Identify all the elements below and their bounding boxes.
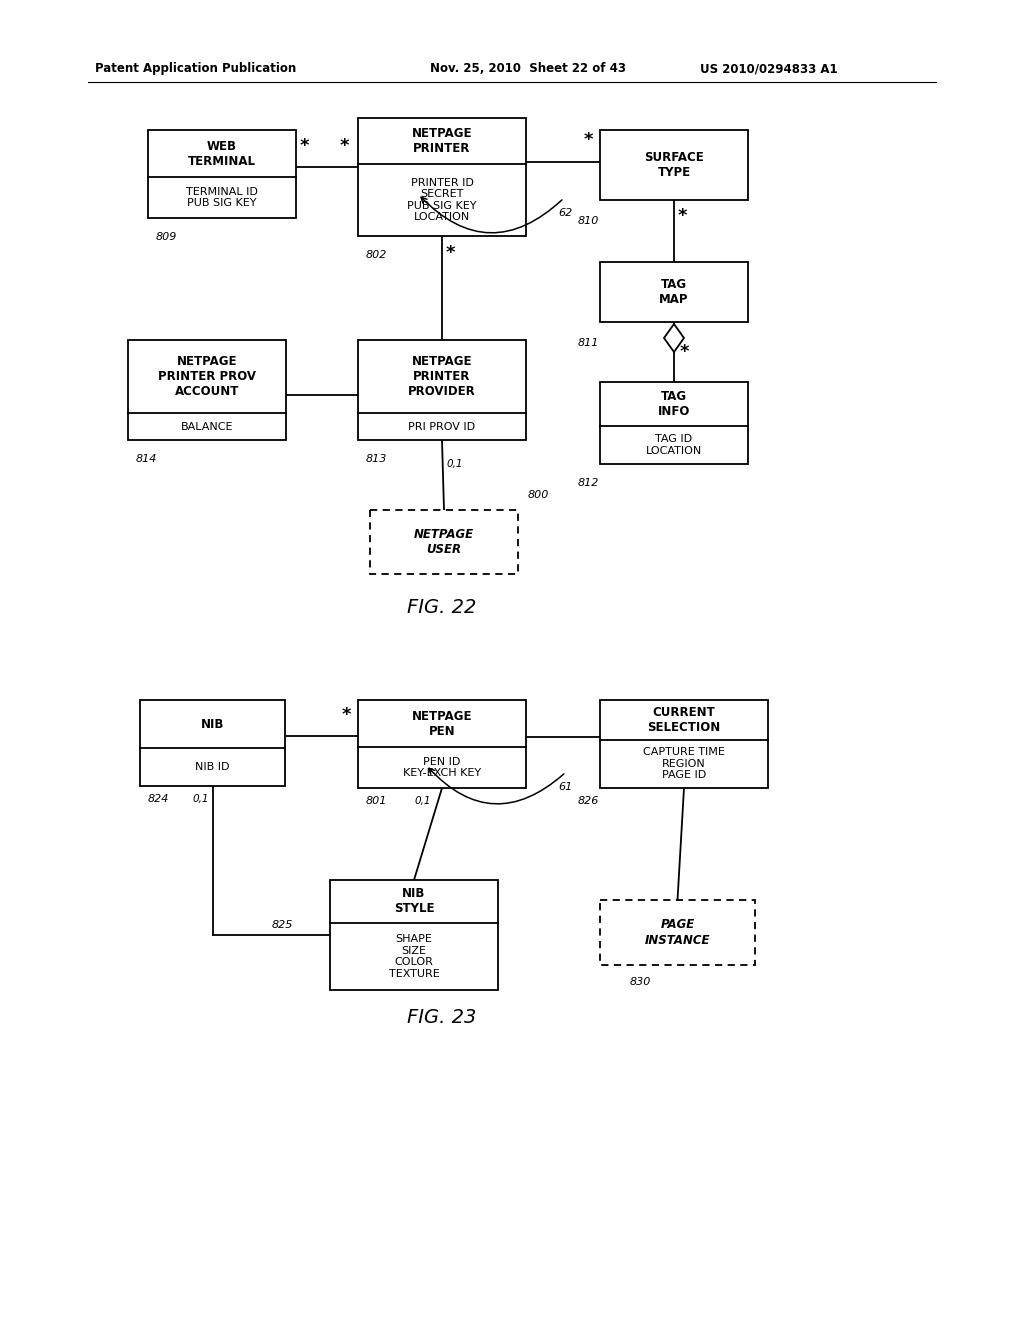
Text: *: * xyxy=(340,137,349,154)
Text: NIB: NIB xyxy=(201,718,224,731)
Bar xyxy=(600,700,768,788)
Text: TAG
MAP: TAG MAP xyxy=(659,279,689,306)
Bar xyxy=(600,900,755,965)
Text: NETPAGE
PRINTER PROV
ACCOUNT: NETPAGE PRINTER PROV ACCOUNT xyxy=(158,355,256,399)
Bar xyxy=(140,700,285,785)
Text: WEB
TERMINAL: WEB TERMINAL xyxy=(188,140,256,168)
Text: 830: 830 xyxy=(630,977,651,987)
Bar xyxy=(600,381,748,465)
Text: TERMINAL ID
PUB SIG KEY: TERMINAL ID PUB SIG KEY xyxy=(186,187,258,209)
Text: 813: 813 xyxy=(366,454,387,465)
Text: *: * xyxy=(342,706,351,725)
Bar xyxy=(358,117,526,236)
Bar xyxy=(358,700,526,788)
Text: SURFACE
TYPE: SURFACE TYPE xyxy=(644,150,703,180)
Text: SHAPE
SIZE
COLOR
TEXTURE: SHAPE SIZE COLOR TEXTURE xyxy=(389,935,439,979)
Text: Nov. 25, 2010  Sheet 22 of 43: Nov. 25, 2010 Sheet 22 of 43 xyxy=(430,62,626,75)
Text: PAGE
INSTANCE: PAGE INSTANCE xyxy=(645,919,711,946)
Text: 800: 800 xyxy=(528,490,549,500)
Bar xyxy=(600,261,748,322)
Text: *: * xyxy=(584,132,594,149)
Bar xyxy=(370,510,518,574)
Text: TAG ID
LOCATION: TAG ID LOCATION xyxy=(646,434,702,455)
Text: 812: 812 xyxy=(578,478,599,488)
Polygon shape xyxy=(664,323,684,352)
Text: PRI PROV ID: PRI PROV ID xyxy=(409,421,475,432)
Bar xyxy=(358,341,526,440)
Text: 810: 810 xyxy=(578,216,599,226)
Text: 61: 61 xyxy=(558,781,572,792)
Text: 62: 62 xyxy=(558,209,572,218)
Text: NIB ID: NIB ID xyxy=(196,762,229,772)
Text: FIG. 23: FIG. 23 xyxy=(408,1008,477,1027)
Text: Patent Application Publication: Patent Application Publication xyxy=(95,62,296,75)
Bar xyxy=(128,341,286,440)
Text: NIB
STYLE: NIB STYLE xyxy=(394,887,434,915)
Text: CURRENT
SELECTION: CURRENT SELECTION xyxy=(647,706,721,734)
Text: PRINTER ID
SECRET
PUB SIG KEY
LOCATION: PRINTER ID SECRET PUB SIG KEY LOCATION xyxy=(408,178,477,222)
Text: 0,1: 0,1 xyxy=(414,796,430,807)
Text: TAG
INFO: TAG INFO xyxy=(657,391,690,418)
Text: *: * xyxy=(446,244,456,261)
Text: *: * xyxy=(680,343,689,360)
Text: *: * xyxy=(678,207,687,224)
Bar xyxy=(330,880,498,990)
Text: 0,1: 0,1 xyxy=(193,795,209,804)
Text: FIG. 22: FIG. 22 xyxy=(408,598,477,616)
Text: PEN ID
KEY-EXCH KEY: PEN ID KEY-EXCH KEY xyxy=(402,756,481,779)
Text: NETPAGE
PRINTER: NETPAGE PRINTER xyxy=(412,127,472,154)
Text: 811: 811 xyxy=(578,338,599,348)
Text: 826: 826 xyxy=(578,796,599,807)
Text: 802: 802 xyxy=(366,249,387,260)
Text: CAPTURE TIME
REGION
PAGE ID: CAPTURE TIME REGION PAGE ID xyxy=(643,747,725,780)
Text: BALANCE: BALANCE xyxy=(181,421,233,432)
Text: 814: 814 xyxy=(136,454,158,465)
Text: US 2010/0294833 A1: US 2010/0294833 A1 xyxy=(700,62,838,75)
Text: 0,1: 0,1 xyxy=(446,459,463,469)
Text: NETPAGE
PRINTER
PROVIDER: NETPAGE PRINTER PROVIDER xyxy=(409,355,476,399)
Text: *: * xyxy=(300,137,309,154)
Text: NETPAGE
USER: NETPAGE USER xyxy=(414,528,474,556)
Text: 801: 801 xyxy=(366,796,387,807)
Text: NETPAGE
PEN: NETPAGE PEN xyxy=(412,710,472,738)
Bar xyxy=(148,129,296,218)
Bar xyxy=(600,129,748,201)
Text: 825: 825 xyxy=(272,920,293,931)
Text: 824: 824 xyxy=(148,795,169,804)
Text: 809: 809 xyxy=(156,232,177,242)
